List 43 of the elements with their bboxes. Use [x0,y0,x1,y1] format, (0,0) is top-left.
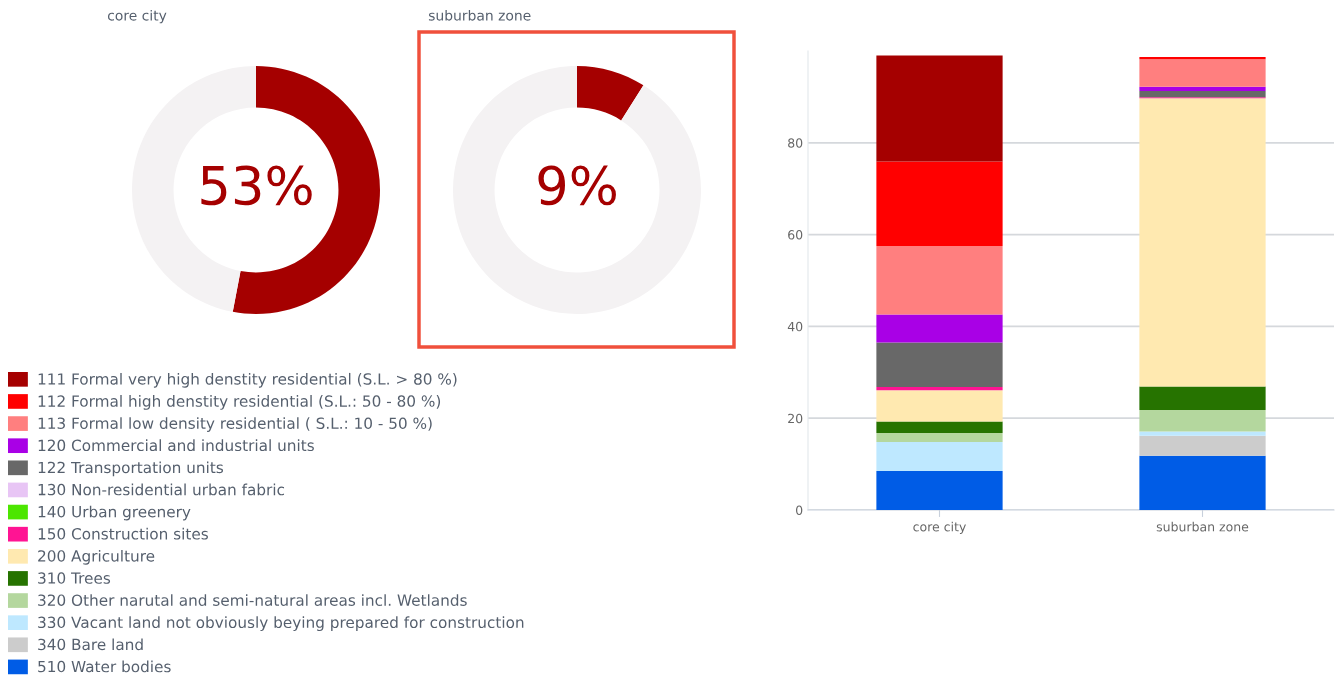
bar [876,386,1003,391]
bar [876,161,1003,247]
legend-label: 113 Formal low density residential ( S.L.: 10 - 50 %) [38,417,432,432]
y-tick-label: 40 [787,321,803,332]
bar [876,55,1003,162]
bar [1139,98,1266,387]
legend-label: 140 Urban greenery [38,505,191,521]
bar [876,470,1003,510]
bar [876,421,1003,433]
bar [1139,90,1266,98]
bar [876,314,1003,343]
legend-label: 200 Agriculture [38,549,155,565]
text: 53% [201,165,312,206]
legend-label: 340 Bare land [38,638,143,651]
legend-label: 122 Transportation units [38,461,224,477]
chart-title: suburban zone [428,9,531,21]
legend-label: 120 Commercial and industrial units [38,439,314,452]
text: 9% [538,165,616,206]
bar [876,246,1003,315]
legend-label: 310 Trees [38,572,111,584]
bar [876,342,1003,387]
bar [1139,59,1266,87]
legend-label: 150 Construction sites [38,527,208,540]
y-tick-label: 80 [788,138,803,148]
bar [1139,409,1266,432]
legend-label: 510 Water bodies [38,660,171,673]
chart-title: core city [107,9,167,24]
legend-label: 130 Non-residential urban fabric [38,483,285,496]
bar [1139,386,1266,410]
bar [1139,431,1266,436]
y-tick-label: 0 [796,505,803,515]
legend-label: 111 Formal very high denstity residential (S.L. > 80 %) [38,372,457,388]
bar [876,432,1003,443]
legend-label: 320 Other narutal and semi-natural areas incl. Wetlands [38,594,467,606]
legend-label: 330 Vacant land not obviously beying prepared for construction [38,616,524,632]
bar [1139,86,1266,91]
y-tick-label: 60 [788,230,803,240]
bar [1139,435,1266,456]
legend-label: 112 Formal high denstity residential (S.L.: 50 - 80 %) [38,395,441,410]
bar [1139,455,1266,510]
y-tick-label: 20 [788,413,803,424]
bar [876,442,1003,471]
bar [876,390,1003,422]
